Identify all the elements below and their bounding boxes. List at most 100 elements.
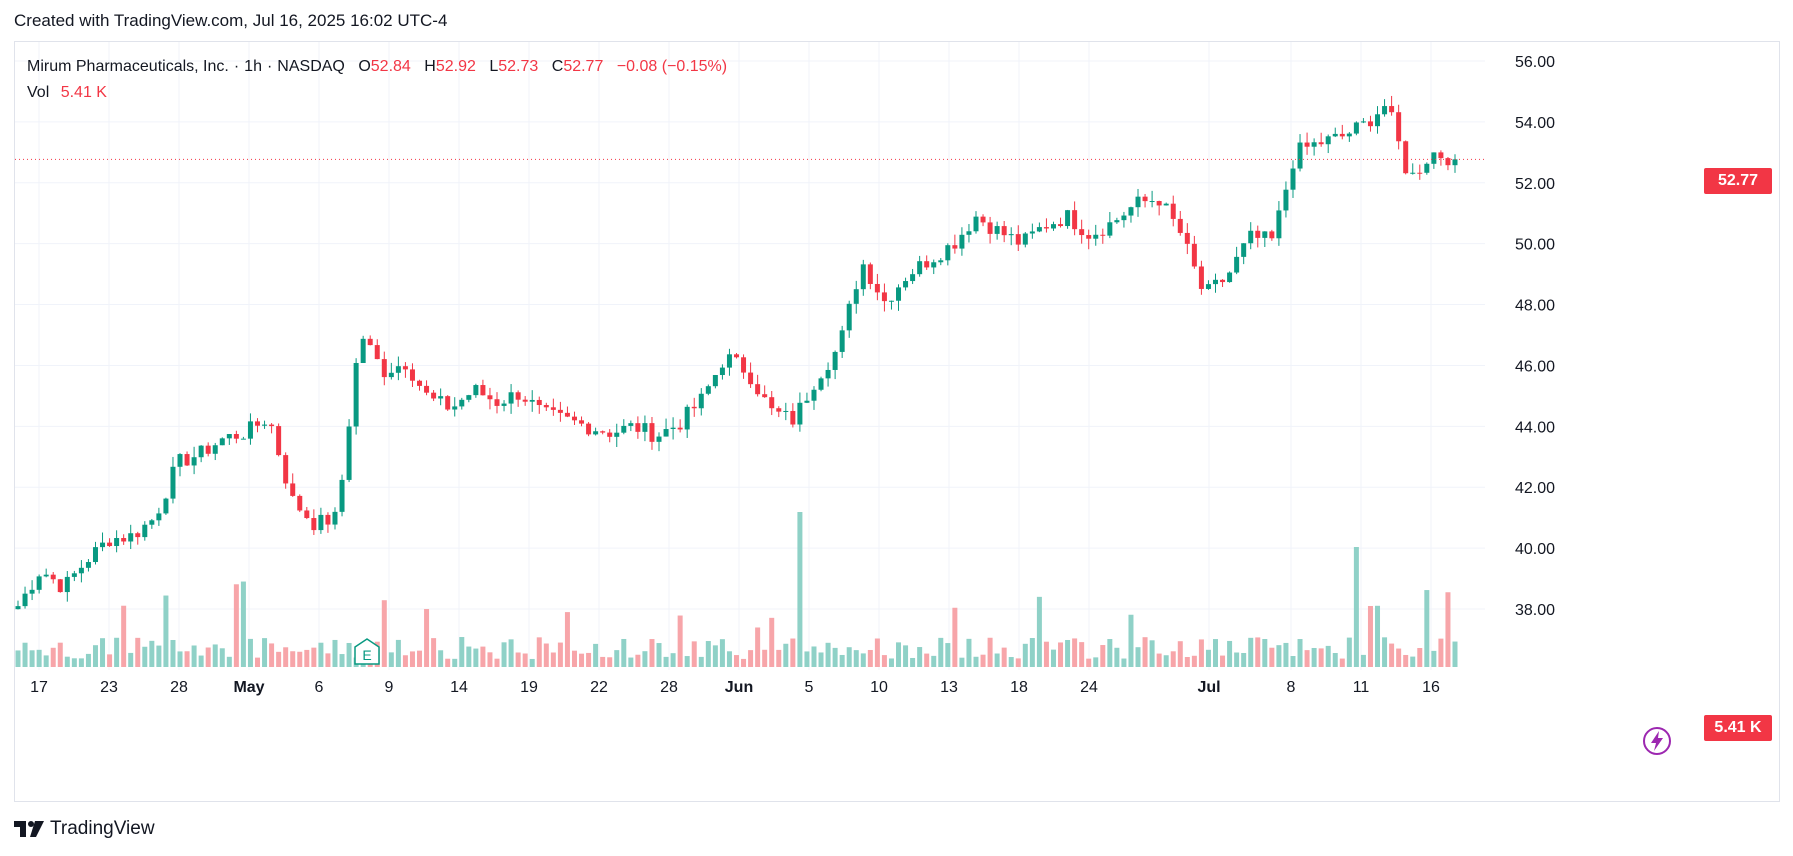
legend-separator-dot: · [266,58,273,75]
volume-bar [987,637,993,667]
volume-bar [1128,614,1134,667]
price-chart[interactable]: 56.00 54.00 52.00 50.00 48.00 46.00 44.00 42.00… [15,42,1781,803]
y-tick-label: 48.00 [1515,298,1555,315]
candle-down [1177,218,1183,233]
candle-up [945,245,951,261]
volume-bar [508,639,514,667]
volume-bar [832,647,838,667]
candle-up [973,216,979,232]
candle-up [1290,168,1296,190]
volume-bar [233,584,239,667]
volume-bar [64,656,70,667]
candle-up [1163,203,1169,206]
volume-bar [1029,638,1035,667]
candle-down [424,385,430,393]
volume-bar [466,646,472,667]
volume-bar [388,652,394,667]
volume-bar [846,647,852,667]
candle-up [1107,222,1113,236]
candle-down [1142,196,1148,202]
volume-bar [346,642,352,667]
candle-up [29,589,35,594]
lightning-icon[interactable] [1642,726,1672,756]
volume-bar [684,656,690,667]
candle-up [818,378,824,390]
volume-bar [1389,643,1395,667]
volume-bar [212,644,218,667]
volume-bar [262,638,268,667]
candle-up [931,262,937,268]
volume-bar [628,657,634,667]
candle-up [670,427,676,430]
brand-name: TradingView [50,818,155,839]
candle-up [452,406,458,410]
volume-bar [910,657,916,667]
tradingview-logo[interactable]: TradingView [14,818,155,840]
candle-up [1283,189,1289,211]
volume-bar [121,605,127,667]
candle-up [156,513,162,521]
candle-up [501,403,507,406]
volume-bar [867,649,873,667]
volume-bar [726,651,732,667]
volume-bar [1431,650,1437,667]
candle-up [1353,122,1359,134]
volume-bar [318,642,324,667]
volume-bar [1043,641,1049,667]
volume-bar [1276,645,1282,667]
volume-bar [1114,647,1120,667]
candle-down [579,420,585,424]
candle-up [1248,230,1254,244]
candle-down [121,538,127,542]
volume-bar [952,607,958,667]
x-tick-label: 9 [385,679,394,696]
volume-bar [959,657,965,667]
candle-up [100,542,106,548]
volume-bar [1086,658,1092,667]
candle-up [466,395,472,400]
volume-bar [409,651,415,667]
volume-bar [1050,649,1056,667]
candle-down [536,399,542,406]
volume-bar [1015,658,1021,667]
volume-bar [980,654,986,667]
volume-key[interactable]: Vol [27,84,50,101]
x-tick-label: 17 [30,679,48,696]
candle-down [600,431,606,433]
x-tick-label: 18 [1010,679,1028,696]
chart-frame[interactable]: 56.00 54.00 52.00 50.00 48.00 46.00 44.00 42.00… [14,41,1780,802]
x-tick-label: 23 [100,679,118,696]
y-tick-label: 46.00 [1515,358,1555,375]
volume-bar [177,651,183,667]
volume-bar [71,658,77,667]
volume-bar [1311,647,1317,667]
volume-bar [431,638,437,667]
interval-label[interactable]: 1h [244,58,262,75]
symbol-name[interactable]: Mirum Pharmaceuticals, Inc. [27,58,229,75]
candle-down [374,345,380,360]
candle-down [1255,230,1261,238]
candle-up [938,260,944,263]
candle-up [128,533,134,542]
candle-up [22,593,28,607]
candle-down [325,514,331,525]
y-tick-label: 50.00 [1515,237,1555,254]
candle-down [1396,112,1402,142]
volume-bar [92,645,98,667]
volume-bar [557,642,563,667]
change-value: −0.08 (−0.15%) [616,58,728,75]
x-tick-label: 8 [1287,679,1296,696]
last-price-label: 52.77 [1704,168,1772,194]
candle-up [1452,159,1458,166]
volume-bar [1093,657,1099,667]
volume-bar [149,640,155,667]
volume-bar [600,656,606,667]
volume-bar [586,652,592,667]
volume-bar [1353,547,1359,667]
volume-bar [543,643,549,667]
candle-up [247,421,253,439]
volume-bar [1241,652,1247,667]
candle-down [1170,203,1176,219]
candle-down [269,424,275,427]
candle-down [1156,201,1162,206]
